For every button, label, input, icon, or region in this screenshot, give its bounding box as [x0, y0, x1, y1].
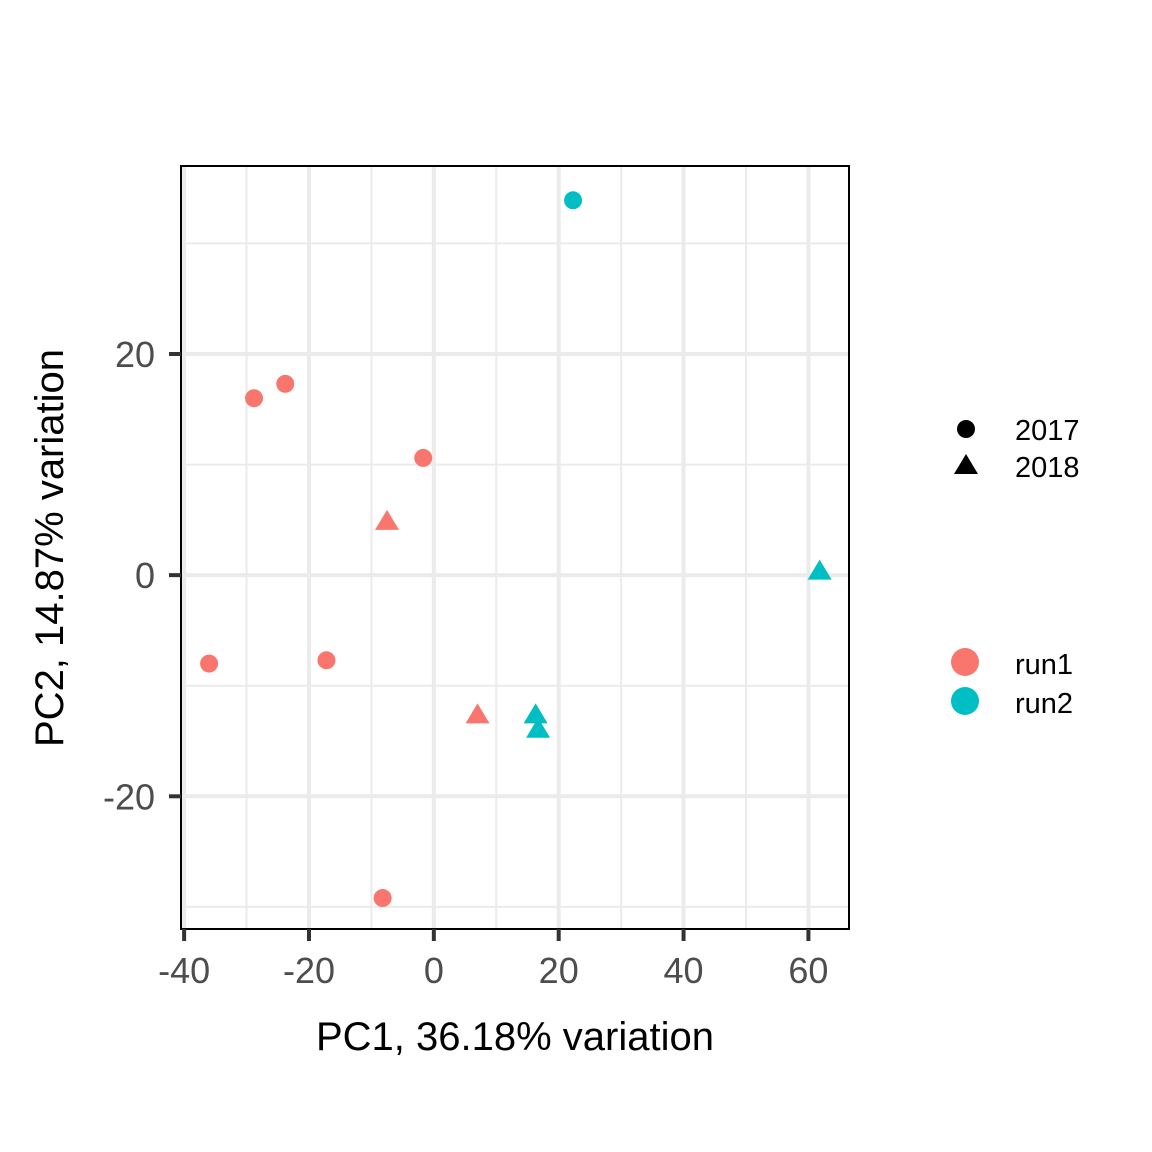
- x-tick-label: 20: [539, 950, 579, 991]
- data-points: [200, 191, 832, 908]
- x-tick-label: -40: [158, 950, 210, 991]
- legend-run1-key: [951, 648, 979, 676]
- data-point-circle: [317, 651, 336, 670]
- data-point-circle: [414, 448, 433, 467]
- data-point-circle: [245, 389, 264, 408]
- legend-run2-key: [951, 687, 979, 715]
- data-point-triangle: [465, 703, 490, 724]
- legend-triangle-key: [954, 454, 978, 474]
- y-axis: -20 0 20: [103, 334, 181, 817]
- x-tick-label: 40: [664, 950, 704, 991]
- data-point-triangle: [523, 703, 548, 724]
- color-legend: run1 run2: [951, 648, 1073, 720]
- legend-label-run1: run1: [1015, 649, 1073, 681]
- x-tick-label: -20: [283, 950, 335, 991]
- data-point-circle: [200, 654, 219, 673]
- x-tick-label: 0: [424, 950, 444, 991]
- y-tick-label: -20: [103, 776, 155, 817]
- x-axis: -40 -20 0 20 40 60: [158, 929, 828, 991]
- y-tick-label: 0: [135, 555, 155, 596]
- x-axis-title: PC1, 36.18% variation: [316, 1015, 714, 1059]
- y-tick-label: 20: [115, 334, 155, 375]
- legend-circle-key: [957, 420, 975, 438]
- data-point-triangle: [526, 717, 551, 738]
- legend-label-run2: run2: [1015, 688, 1073, 720]
- data-point-triangle: [375, 509, 400, 530]
- shape-legend: 2017 2018: [954, 415, 1080, 484]
- plot-panel-border: [180, 165, 850, 930]
- minor-gridlines: [181, 166, 849, 929]
- x-tick-label: 60: [788, 950, 828, 991]
- data-point-circle: [276, 374, 295, 393]
- major-gridlines: [181, 166, 849, 929]
- y-axis-title: PC2, 14.87% variation: [28, 349, 72, 747]
- legend-label-2017: 2017: [1015, 415, 1080, 447]
- data-point-circle: [373, 889, 392, 908]
- data-point-triangle: [807, 559, 832, 580]
- data-point-circle: [564, 191, 583, 210]
- legend-label-2018: 2018: [1015, 452, 1080, 484]
